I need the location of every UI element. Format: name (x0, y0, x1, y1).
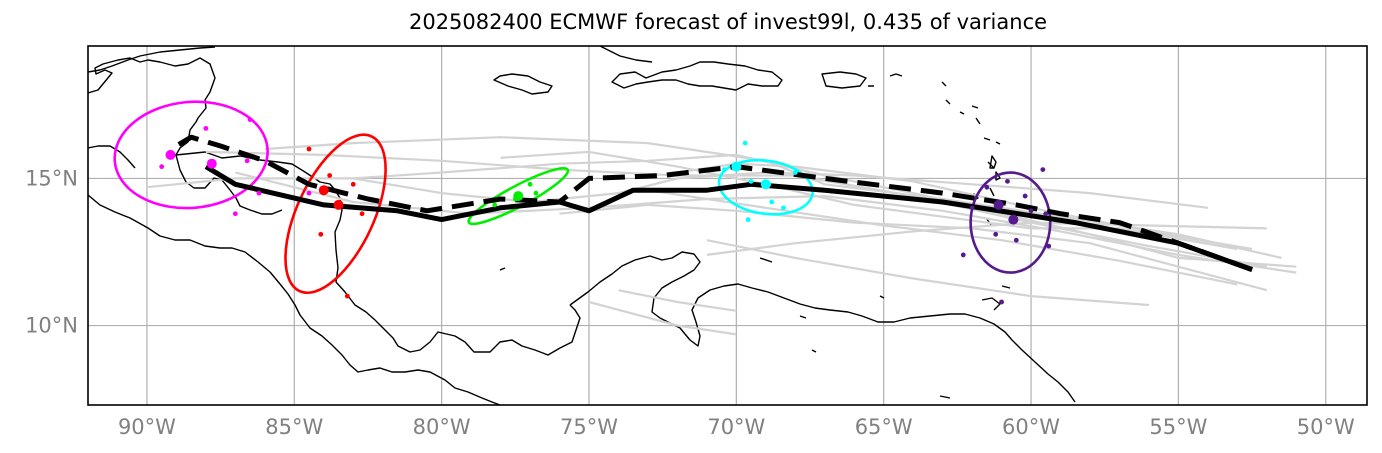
center-position (318, 185, 329, 196)
member-position (1028, 208, 1034, 214)
center-position (731, 161, 742, 172)
ensemble-track (559, 203, 1268, 292)
coastline-central-america (88, 57, 581, 356)
x-tick-label: 50°W (1297, 415, 1355, 439)
control-track-dashed (175, 134, 1253, 272)
ensemble-tracks (146, 136, 1297, 336)
ensemble-track (588, 300, 737, 336)
ensemble-track (706, 221, 1267, 256)
ensemble-track (353, 177, 1238, 286)
coastline-south-america (569, 251, 1076, 403)
member-position (247, 117, 253, 122)
center-position (206, 158, 217, 169)
member-position (1046, 243, 1052, 249)
x-tick-label: 90°W (118, 415, 176, 439)
member-position (306, 146, 312, 152)
member-position (1043, 211, 1049, 217)
member-position (792, 170, 798, 175)
y-tick-label: 10°N (25, 314, 78, 338)
x-tick-label: 80°W (413, 415, 471, 439)
y-axis-ticks: 15°N 10°N (25, 166, 78, 337)
member-position (527, 181, 533, 187)
uncertainty-ellipse (969, 171, 1052, 274)
member-position (1022, 193, 1028, 199)
map-title: 2025082400 ECMWF forecast of invest99l, … (408, 10, 1048, 34)
member-position (256, 190, 262, 196)
x-axis-ticks: 90°W 85°W 80°W 75°W 70°W 65°W 60°W 55°W 50°W (118, 415, 1355, 439)
forecast-tracks (175, 134, 1253, 272)
ensemble-track (618, 289, 737, 312)
x-tick-label: 60°W (1002, 415, 1060, 439)
x-tick-label: 55°W (1149, 415, 1207, 439)
member-position (318, 231, 324, 237)
ensemble-track (146, 153, 1297, 268)
member-position (232, 211, 238, 217)
center-position (513, 191, 524, 202)
member-position (742, 140, 748, 146)
coastline-puerto-rico (821, 71, 867, 89)
member-position (1005, 178, 1010, 184)
member-position (993, 231, 999, 237)
ensemble-positions (159, 117, 1052, 305)
member-position (492, 202, 498, 208)
coastline-hispaniola-north (599, 46, 653, 63)
center-position (760, 179, 771, 190)
coastline-pacific-side (88, 194, 501, 405)
center-position (1008, 214, 1019, 225)
member-position (359, 211, 365, 217)
x-tick-label: 75°W (560, 415, 618, 439)
x-tick-label: 70°W (707, 415, 765, 439)
member-position (1013, 237, 1019, 243)
center-position (333, 199, 344, 210)
member-position (306, 190, 312, 196)
member-position (244, 158, 250, 164)
member-position (969, 205, 975, 211)
member-position (984, 184, 990, 190)
member-position (327, 173, 333, 178)
coastline-jamaica (493, 73, 553, 95)
uncertainty-ellipse (113, 100, 269, 210)
center-position (993, 199, 1004, 210)
member-position (748, 178, 754, 184)
member-position (769, 199, 775, 205)
coastline-hispaniola (611, 61, 783, 91)
member-position (203, 125, 209, 131)
member-position (344, 293, 350, 299)
x-tick-label: 65°W (855, 415, 913, 439)
ensemble-track (500, 150, 1238, 251)
member-position (722, 167, 727, 172)
coastline-cuba (88, 46, 216, 73)
center-position (165, 149, 176, 160)
member-position (781, 205, 786, 211)
uncertainty-ellipse (717, 158, 814, 216)
member-position (1040, 167, 1046, 172)
map-frame (87, 45, 1368, 406)
ensemble-track (618, 171, 1209, 209)
mean-track-solid (204, 164, 1253, 272)
member-position (350, 181, 356, 187)
x-tick-label: 85°W (265, 415, 323, 439)
member-position (960, 252, 966, 258)
ensemble-track (706, 239, 1149, 307)
member-position (533, 190, 539, 196)
member-position (745, 217, 751, 223)
y-tick-label: 15°N (25, 166, 78, 190)
member-position (999, 299, 1004, 305)
member-position (159, 164, 165, 170)
